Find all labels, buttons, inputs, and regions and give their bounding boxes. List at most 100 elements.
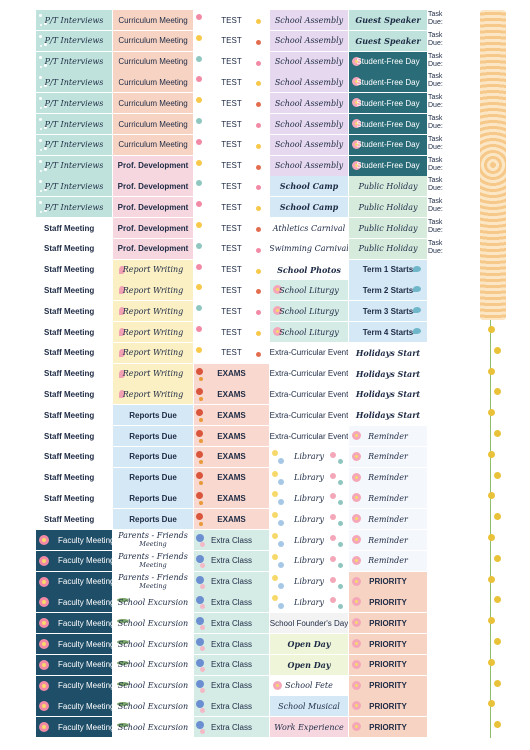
sticker-label: School Assembly	[274, 119, 344, 129]
sticker-parents-friends: Parents - Friends Meeting	[113, 530, 193, 550]
sticker-parents-friends: Parents - Friends Meeting	[113, 571, 193, 592]
sticker-extra-curricular-event: Extra-Curricular Event	[270, 363, 348, 384]
task-text: Task	[428, 135, 443, 143]
sticker-label: Library	[294, 597, 324, 607]
flower-decoration	[200, 666, 205, 672]
sticker-label: TEST	[221, 285, 242, 295]
flower-decoration	[200, 542, 205, 547]
flower-decoration	[272, 553, 278, 560]
flower-decoration	[196, 34, 202, 41]
flower-decoration	[200, 729, 205, 735]
flower-decoration	[44, 188, 47, 192]
sticker-label: TEST	[221, 202, 242, 212]
flower-decoration	[272, 470, 278, 477]
sticker-label: EXAMS	[217, 514, 246, 524]
sticker-label: Staff Meeting	[44, 348, 95, 358]
flower-decoration	[196, 450, 203, 458]
flower-decoration	[40, 24, 42, 26]
flower-decoration	[196, 284, 202, 291]
flower-decoration	[355, 59, 358, 63]
sticker-label: TEST	[221, 223, 242, 233]
flower-decoration	[196, 118, 202, 124]
sticker-staff-meeting: Staff Meeting	[36, 301, 112, 322]
flower-decoration	[330, 597, 336, 604]
sticker-report-writing: Report Writing	[113, 384, 193, 405]
sticker-term-2-starts: Term 2 Starts	[349, 280, 427, 301]
sticker-staff-meeting: Staff Meeting	[36, 426, 112, 446]
sticker-label: Reminder	[368, 493, 408, 503]
flower-decoration	[117, 702, 129, 707]
task-text: Task	[428, 219, 443, 226]
sticker-label: School Assembly	[274, 36, 344, 46]
sticker-report-writing: Report Writing	[113, 322, 193, 342]
flower-decoration	[40, 128, 42, 130]
sticker-label: Swimming Carnival	[270, 244, 348, 254]
sticker-faculty-meeting: Faculty Meeting	[36, 634, 112, 654]
flower-decoration	[278, 520, 284, 527]
sticker-faculty-meeting: Faculty Meeting	[36, 717, 112, 738]
flower-decoration	[200, 687, 205, 693]
flower-decoration	[278, 582, 284, 589]
sticker-label: Public Holiday	[358, 244, 418, 254]
sticker-school-liturgy: School Liturgy	[270, 322, 348, 342]
flower-decoration	[44, 105, 47, 109]
sticker-label: Faculty Meeting	[58, 681, 112, 691]
sticker-library: Library	[270, 530, 348, 550]
sticker-extra-class: Extra Class	[194, 613, 269, 634]
flower-decoration	[39, 55, 42, 59]
sticker-school-excursion: School Excursion	[113, 634, 193, 654]
sticker-athletics-carnival: Athletics Carnival	[270, 218, 348, 238]
column-meetings-reports: Curriculum Meeting Curriculum Meeting Curr…	[113, 10, 193, 738]
column-tests-exams: TEST TEST TEST TEST TEST TEST TEST TEST TEST TEST…	[194, 10, 269, 738]
sticker-school-camp: School Camp	[270, 176, 348, 197]
sticker-p-t-interviews: P/T Interviews	[36, 72, 112, 93]
sticker-library: Library	[270, 488, 348, 509]
task-due-sticker: Task Due:	[428, 94, 452, 113]
sticker-label: PRIORITY	[369, 639, 407, 649]
sticker-school-assembly: School Assembly	[270, 134, 348, 155]
flower-decoration	[42, 642, 46, 646]
task-due-sticker: Task Due:	[428, 32, 452, 51]
flower-decoration	[330, 576, 336, 583]
sticker-label: Report Writing	[122, 369, 184, 379]
sticker-label: School Assembly	[274, 161, 344, 171]
sticker-label: School Assembly	[274, 98, 344, 108]
sticker-label: Term 3 Starts	[362, 306, 414, 316]
sticker-guest-speaker: Guest Speaker	[349, 30, 427, 51]
sticker-label: Work Experience	[274, 722, 344, 732]
sticker-sublabel: Meeting	[139, 560, 167, 569]
sticker-school-excursion: School Excursion	[113, 654, 193, 675]
sticker-exams: EXAMS	[194, 405, 269, 426]
sticker-test: TEST	[194, 134, 269, 155]
sticker-label: Staff Meeting	[44, 514, 95, 524]
sticker-open-day: Open Day	[270, 634, 348, 654]
sticker-label: School Excursion	[117, 701, 189, 711]
sticker-label: PRIORITY	[369, 618, 407, 628]
sticker-label: Report Writing	[122, 348, 184, 358]
sticker-extra-class: Extra Class	[194, 550, 269, 571]
task-due-sticker: Task Due:	[428, 240, 452, 259]
sticker-p-t-interviews: P/T Interviews	[36, 134, 112, 155]
flower-decoration	[196, 596, 204, 605]
sticker-label: Athletics Carnival	[272, 223, 346, 233]
sticker-label: Staff Meeting	[44, 369, 95, 379]
sticker-holidays-start: Holidays Start	[349, 405, 427, 426]
flower-decoration	[355, 475, 358, 479]
sticker-school-fete: School Fete	[270, 675, 348, 696]
flower-decoration	[40, 169, 42, 172]
sticker-exams: EXAMS	[194, 363, 269, 384]
flower-decoration	[276, 288, 279, 292]
sticker-school-excursion: School Excursion	[113, 717, 193, 738]
flower-decoration	[119, 328, 125, 336]
sticker-label: P/T Interviews	[44, 202, 104, 212]
flower-decoration	[199, 459, 203, 464]
sticker-label: Staff Meeting	[44, 223, 95, 233]
flower-decoration	[199, 397, 203, 402]
flower-decoration	[338, 500, 343, 506]
yellow-flower-icon	[488, 367, 495, 375]
sticker-student-free-day: Student-Free Day	[349, 51, 427, 72]
sticker-label: School Liturgy	[279, 327, 339, 337]
sticker-staff-meeting: Staff Meeting	[36, 405, 112, 426]
flower-decoration	[200, 625, 205, 631]
column-staff-events: P/T Interviews P/T Interviews P/T Intervie…	[36, 10, 112, 738]
